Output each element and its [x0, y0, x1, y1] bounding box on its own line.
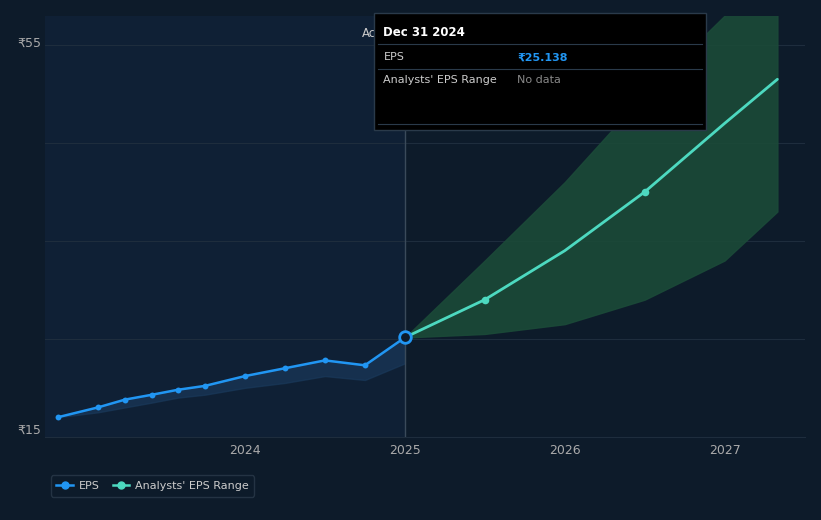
Point [638, 188, 651, 196]
Text: Actual: Actual [361, 28, 398, 41]
Point [52, 413, 65, 421]
Point [358, 361, 371, 369]
Point [238, 372, 251, 380]
Text: ₹25.138: ₹25.138 [517, 52, 568, 62]
Point [118, 395, 131, 404]
Point [319, 356, 332, 365]
Point [91, 403, 104, 411]
Point [398, 333, 411, 342]
Bar [45, 16, 405, 437]
Point [172, 386, 185, 394]
Text: ₹15: ₹15 [17, 424, 41, 437]
Point [145, 391, 158, 399]
Text: Dec 31 2024: Dec 31 2024 [383, 26, 466, 40]
Point [278, 364, 291, 372]
Point [199, 382, 212, 390]
Text: No data: No data [517, 74, 561, 85]
Point [479, 295, 492, 304]
Text: Analysts' EPS Range: Analysts' EPS Range [383, 74, 498, 85]
Legend: EPS, Analysts' EPS Range: EPS, Analysts' EPS Range [51, 475, 255, 497]
Text: Analysts Forecasts: Analysts Forecasts [418, 28, 528, 41]
Text: EPS: EPS [383, 52, 404, 62]
Text: ₹55: ₹55 [17, 36, 41, 49]
